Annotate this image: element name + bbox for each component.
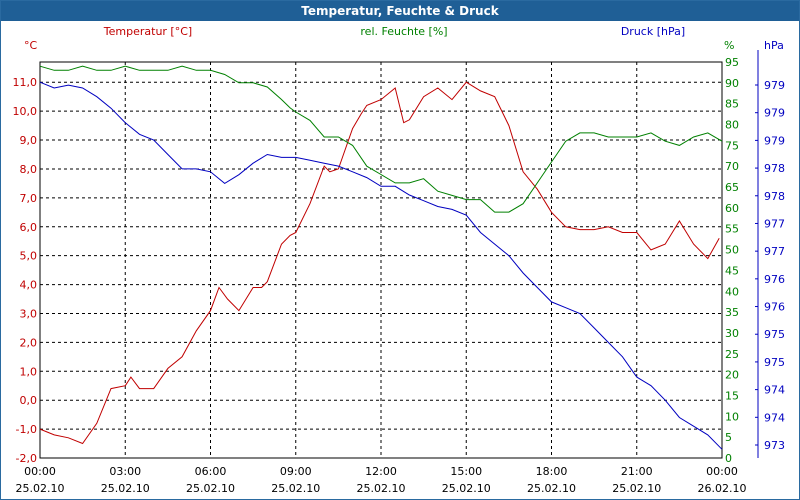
x-tick-time: 06:00	[195, 465, 227, 478]
temperature-tick-label: 7,0	[20, 192, 38, 205]
x-tick-date: 26.02.10	[698, 482, 747, 495]
x-tick-date: 25.02.10	[612, 482, 661, 495]
x-tick-time: 00:00	[24, 465, 56, 478]
pressure-tick-label: 977	[764, 245, 785, 258]
humidity-tick-label: 35	[725, 306, 739, 319]
humidity-tick-label: 85	[725, 98, 739, 111]
pressure-tick-label: 973	[764, 439, 785, 452]
pressure-tick-label: 976	[764, 273, 785, 286]
x-tick-date: 25.02.10	[101, 482, 150, 495]
pressure-tick-label: 979	[764, 79, 785, 92]
pressure-tick-label: 974	[764, 384, 785, 397]
temperature-tick-label: 2,0	[20, 336, 38, 349]
pressure-tick-label: 979	[764, 134, 785, 147]
pressure-series-line	[39, 81, 723, 450]
x-tick-date: 25.02.10	[357, 482, 406, 495]
x-tick-date: 25.02.10	[186, 482, 235, 495]
humidity-tick-label: 90	[725, 77, 739, 90]
x-tick-time: 21:00	[621, 465, 653, 478]
legend-label: Temperatur [°C]	[103, 25, 192, 38]
pressure-tick-label: 978	[764, 162, 785, 175]
pressure-tick-label: 975	[764, 328, 785, 341]
humidity-tick-label: 95	[725, 56, 739, 69]
temperature-tick-label: 3,0	[20, 307, 38, 320]
pressure-tick-label: 978	[764, 190, 785, 203]
humidity-tick-label: 5	[725, 431, 732, 444]
x-tick-time: 15:00	[450, 465, 482, 478]
x-tick-time: 12:00	[365, 465, 397, 478]
pressure-tick-label: 974	[764, 411, 785, 424]
x-tick-date: 25.02.10	[271, 482, 320, 495]
temperature-tick-label: 1,0	[20, 365, 38, 378]
humidity-tick-label: 0	[725, 452, 732, 465]
temperature-tick-label: -1,0	[16, 423, 37, 436]
legend-label: Druck [hPa]	[621, 25, 685, 38]
x-tick-date: 25.02.10	[16, 482, 65, 495]
temperature-tick-label: 5,0	[20, 250, 38, 263]
humidity-tick-label: 60	[725, 202, 739, 215]
pressure-tick-label: 979	[764, 107, 785, 120]
humidity-tick-label: 50	[725, 244, 739, 257]
temperature-tick-label: 9,0	[20, 134, 38, 147]
x-tick-time: 03:00	[109, 465, 141, 478]
x-tick-date: 25.02.10	[527, 482, 576, 495]
humidity-unit-label: %	[724, 39, 734, 52]
chart-title: Temperatur, Feuchte & Druck	[1, 1, 799, 21]
humidity-tick-label: 55	[725, 223, 739, 236]
x-tick-date: 25.02.10	[442, 482, 491, 495]
temperature-tick-label: 10,0	[13, 105, 38, 118]
humidity-tick-label: 10	[725, 410, 739, 423]
temperature-unit-label: °C	[24, 39, 38, 52]
humidity-tick-label: 40	[725, 285, 739, 298]
pressure-unit-label: hPa	[764, 39, 784, 52]
humidity-tick-label: 15	[725, 389, 739, 402]
humidity-tick-label: 20	[725, 369, 739, 382]
x-tick-time: 00:00	[706, 465, 738, 478]
pressure-tick-label: 976	[764, 301, 785, 314]
humidity-tick-label: 80	[725, 119, 739, 132]
temperature-series-line	[39, 81, 720, 445]
legend-label: rel. Feuchte [%]	[360, 25, 447, 38]
humidity-tick-label: 75	[725, 139, 739, 152]
temperature-tick-label: 6,0	[20, 221, 38, 234]
temperature-tick-label: 4,0	[20, 279, 38, 292]
temperature-tick-label: -2,0	[16, 452, 37, 465]
humidity-tick-label: 45	[725, 264, 739, 277]
temperature-tick-label: 11,0	[13, 76, 38, 89]
humidity-tick-label: 70	[725, 160, 739, 173]
humidity-tick-label: 25	[725, 348, 739, 361]
humidity-series-line	[39, 65, 723, 213]
temperature-tick-label: 0,0	[20, 394, 38, 407]
x-tick-time: 18:00	[536, 465, 568, 478]
x-tick-time: 09:00	[280, 465, 312, 478]
humidity-tick-label: 65	[725, 181, 739, 194]
temperature-tick-label: 8,0	[20, 163, 38, 176]
pressure-tick-label: 977	[764, 217, 785, 230]
pressure-tick-label: 975	[764, 356, 785, 369]
humidity-tick-label: 30	[725, 327, 739, 340]
